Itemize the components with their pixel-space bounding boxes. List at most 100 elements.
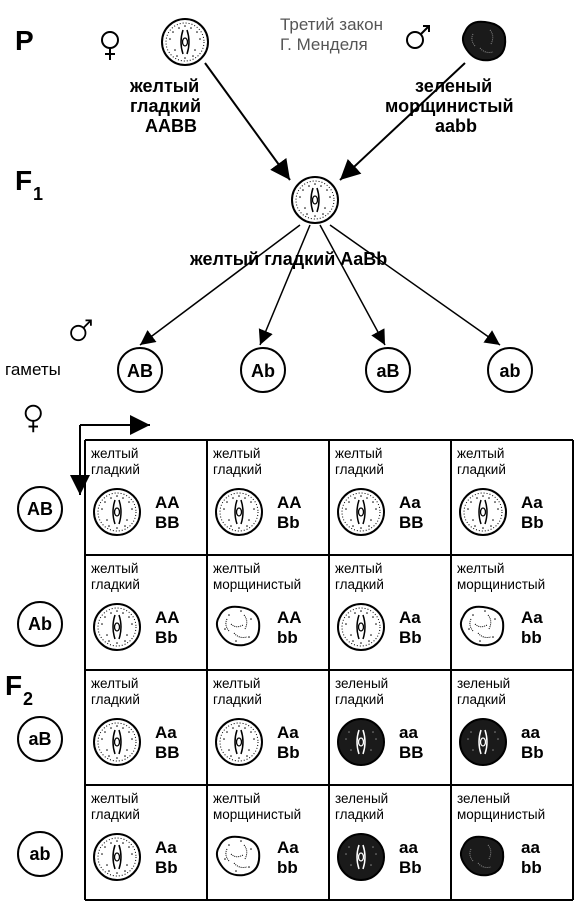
cell-genotype: Bb <box>277 513 300 532</box>
cell-phenotype: желтый <box>213 791 260 806</box>
cell-seed <box>217 607 259 646</box>
cell-phenotype: гладкий <box>91 692 140 707</box>
male-icon <box>71 320 91 340</box>
mendel-diagram: Третий закон Г. Менделя P желтый гладкий… <box>0 0 581 916</box>
gamete-label: AB <box>127 361 153 381</box>
cell-phenotype: желтый <box>457 446 504 461</box>
cell-seed <box>460 489 506 535</box>
cell-genotype: AA <box>277 608 302 627</box>
parent-right-seed <box>463 22 505 61</box>
cell-genotype: AA <box>155 608 180 627</box>
parent-left-geno: AABB <box>145 116 197 136</box>
cell-seed <box>94 719 140 765</box>
cell-genotype: Aa <box>399 608 421 627</box>
cell-genotype: bb <box>521 858 542 877</box>
cell-phenotype: гладкий <box>91 807 140 822</box>
cell-genotype: Bb <box>521 743 544 762</box>
row-gamete-label: ab <box>29 844 50 864</box>
cell-seed <box>338 489 384 535</box>
parent-left-ph2: гладкий <box>130 96 201 116</box>
title-line-2: Г. Менделя <box>280 35 368 54</box>
cell-genotype: Aa <box>155 838 177 857</box>
cell-phenotype: морщинистый <box>213 577 301 592</box>
cell-genotype: bb <box>277 628 298 647</box>
female-icon <box>102 32 118 60</box>
f1-label: F <box>15 165 32 196</box>
f1-sub: 1 <box>33 184 43 204</box>
cell-genotype: Bb <box>277 743 300 762</box>
gamete-label: Ab <box>251 361 275 381</box>
cell-phenotype: зеленый <box>335 791 388 806</box>
parent-right-geno: aabb <box>435 116 477 136</box>
parent-left-seed <box>162 19 208 65</box>
arrow <box>260 225 310 345</box>
cell-seed <box>216 719 262 765</box>
cell-genotype: Bb <box>521 513 544 532</box>
cell-phenotype: гладкий <box>335 807 384 822</box>
parent-right-ph1: зеленый <box>415 76 492 96</box>
cell-phenotype: морщинистый <box>457 807 545 822</box>
cell-genotype: Aa <box>277 723 299 742</box>
cell-phenotype: зеленый <box>457 791 510 806</box>
arrow <box>205 63 290 180</box>
cell-seed <box>338 834 384 880</box>
row-gamete-label: aB <box>28 729 51 749</box>
cell-seed <box>460 719 506 765</box>
p-label: P <box>15 25 34 56</box>
f1-seed <box>292 177 338 223</box>
cell-genotype: aa <box>521 723 540 742</box>
parent-right-ph2: морщинистый <box>385 96 514 116</box>
arrow <box>140 225 300 345</box>
cell-phenotype: гладкий <box>457 692 506 707</box>
female-icon <box>26 406 41 433</box>
cell-phenotype: зеленый <box>457 676 510 691</box>
cell-seed <box>338 719 384 765</box>
cell-genotype: Aa <box>277 838 299 857</box>
cell-seed <box>94 834 140 880</box>
row-gamete-label: Ab <box>28 614 52 634</box>
cell-genotype: BB <box>155 513 180 532</box>
cell-genotype: Aa <box>521 608 543 627</box>
row-gamete-label: AB <box>27 499 53 519</box>
cell-phenotype: зеленый <box>335 676 388 691</box>
punnett-square: желтыйгладкийAABBжелтыйгладкийAABbжелтый… <box>85 440 573 900</box>
cell-genotype: aa <box>521 838 540 857</box>
cell-phenotype: желтый <box>335 561 382 576</box>
male-icon <box>407 26 429 48</box>
cell-genotype: Aa <box>521 493 543 512</box>
cell-genotype: BB <box>399 513 424 532</box>
gamete-label: ab <box>499 361 520 381</box>
cell-phenotype: гладкий <box>213 692 262 707</box>
cell-seed <box>94 604 140 650</box>
cell-phenotype: желтый <box>91 561 138 576</box>
cell-phenotype: желтый <box>91 791 138 806</box>
cell-seed <box>461 837 503 876</box>
cell-genotype: AA <box>155 493 180 512</box>
f2-label: F <box>5 670 22 701</box>
gametes-label: гаметы <box>5 360 61 379</box>
f1-genotype: желтый гладкий AaBb <box>189 249 387 269</box>
cell-genotype: Aa <box>155 723 177 742</box>
cell-genotype: Bb <box>155 858 178 877</box>
title-line-1: Третий закон <box>280 15 383 34</box>
row-headers: AB Ab aB ab <box>18 487 62 876</box>
cell-seed <box>216 489 262 535</box>
cell-genotype: bb <box>521 628 542 647</box>
cell-phenotype: желтый <box>213 561 260 576</box>
cell-genotype: BB <box>155 743 180 762</box>
cell-genotype: AA <box>277 493 302 512</box>
cell-seed <box>338 604 384 650</box>
male-gametes: ABAbaBab <box>118 348 532 392</box>
cell-phenotype: гладкий <box>335 692 384 707</box>
cell-phenotype: гладкий <box>335 577 384 592</box>
cell-seed <box>94 489 140 535</box>
cell-phenotype: желтый <box>91 446 138 461</box>
arrow <box>330 225 500 345</box>
cell-phenotype: желтый <box>335 446 382 461</box>
parent-left-ph1: желтый <box>129 76 199 96</box>
cell-genotype: bb <box>277 858 298 877</box>
cell-genotype: BB <box>399 743 424 762</box>
f2-sub: 2 <box>23 689 33 709</box>
cell-genotype: Bb <box>399 628 422 647</box>
cell-phenotype: гладкий <box>91 577 140 592</box>
